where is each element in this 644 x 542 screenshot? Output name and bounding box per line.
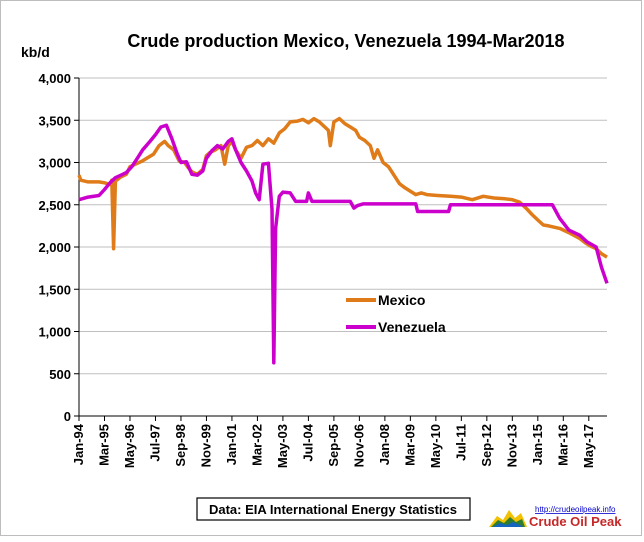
series-line-mexico (77, 116, 608, 259)
y-tick-label: 3,500 (38, 113, 71, 128)
x-tick-label: Mar-02 (249, 424, 264, 466)
x-tick-label: Nov-13 (504, 424, 519, 467)
x-tick-label: Nov-06 (351, 424, 366, 467)
chart-title: Crude production Mexico, Venezuela 1994-… (127, 31, 564, 51)
x-tick-label: Sep-98 (173, 424, 188, 467)
x-tick-labels: Jan-94 Mar-95 May-96 Jul-97 Sep-98 Nov-99 Jan-… (71, 423, 596, 468)
y-tick-label: 1,500 (38, 282, 71, 297)
x-tick-label: May-10 (428, 424, 443, 468)
y-tick-label: 0 (64, 409, 71, 424)
legend-label-venezuela: Venezuela (378, 319, 446, 335)
x-tick-label: Nov-99 (198, 424, 213, 467)
x-tick-label: May-96 (122, 424, 137, 468)
y-tick-label: 1,000 (38, 325, 71, 340)
x-tick-label: Jan-01 (224, 424, 239, 465)
x-tick-label: May-03 (275, 424, 290, 468)
source-box: Data: EIA International Energy Statistic… (196, 497, 471, 521)
site-url: http://crudeoilpeak.info (535, 505, 616, 514)
logo-water-icon (493, 522, 523, 527)
x-tick-label: May-17 (581, 424, 596, 468)
source-note: Data: EIA International Energy Statistic… (209, 502, 457, 517)
y-tick-label: 2,000 (38, 240, 71, 255)
y-tick-label: 2,500 (38, 198, 71, 213)
x-tick-label: Sep-05 (326, 424, 341, 467)
series-line-venezuela (78, 123, 609, 365)
x-tick-label: Jul-97 (147, 424, 162, 462)
source-box-border (196, 497, 471, 521)
x-tick-label: Mar-16 (555, 424, 570, 466)
crude-oil-peak-logo: http://crudeoilpeak.info Crude Oil Peak (489, 505, 622, 529)
x-tick-label: Jan-15 (530, 424, 545, 465)
legend: Mexico Venezuela (346, 292, 446, 335)
y-tick-labels: 0 500 1,000 1,500 2,000 2,500 3,000 3,500 4,000 (38, 71, 71, 424)
x-tick-label: Jan-08 (377, 424, 392, 465)
x-tick-label: Jul-11 (453, 424, 468, 461)
y-axis-label: kb/d (21, 44, 50, 60)
x-tick-label: Sep-12 (479, 424, 494, 467)
y-tick-label: 4,000 (38, 71, 71, 86)
legend-label-mexico: Mexico (378, 292, 425, 308)
x-tick-label: Jul-04 (300, 423, 315, 461)
series-lines (77, 116, 609, 365)
gridlines (74, 77, 607, 421)
x-tick-label: Mar-95 (96, 424, 111, 466)
y-tick-label: 500 (49, 367, 71, 382)
x-tick-label: Mar-09 (402, 424, 417, 466)
y-tick-label: 3,000 (38, 156, 71, 171)
x-tick-label: Jan-94 (71, 423, 86, 465)
brand-name: Crude Oil Peak (529, 514, 622, 529)
